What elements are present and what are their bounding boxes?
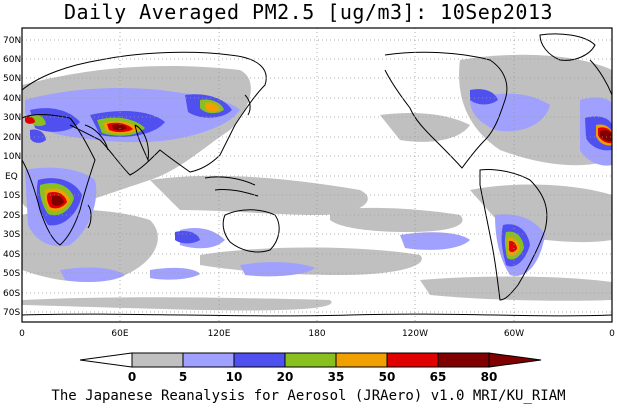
lat-label: 20S xyxy=(3,211,20,221)
colorbar-tick-label: 35 xyxy=(328,370,345,384)
lat-label: 50N xyxy=(3,74,21,84)
lon-label: 0 xyxy=(609,329,615,339)
colorbar-tick-label: 50 xyxy=(379,370,396,384)
darkred-band-layer xyxy=(52,124,612,206)
colorbar-segment xyxy=(335,352,388,368)
eurasia-outline xyxy=(21,51,267,176)
lat-label: 60N xyxy=(3,55,21,65)
lat-label: 10N xyxy=(3,152,21,162)
colorbar-segment xyxy=(386,352,439,368)
colorbar-tick-label: 5 xyxy=(179,370,187,384)
lat-label: EQ xyxy=(5,172,18,182)
map-area xyxy=(21,27,613,323)
australia-outline xyxy=(222,209,280,253)
footer-credit: The Japanese Reanalysis for Aerosol (JRA… xyxy=(51,388,566,404)
greenland-outline xyxy=(539,33,596,61)
map-frame xyxy=(21,27,613,323)
gridlines xyxy=(22,28,612,322)
colorbar-segment xyxy=(131,352,184,368)
lat-label: 40N xyxy=(3,94,21,104)
latitude-labels: 70N 60N 50N 40N 30N 20N 10N EQ 10S 20S 3… xyxy=(3,36,21,318)
colorbar: 0 5 10 20 35 50 65 80 xyxy=(79,352,542,384)
colorbar-segment xyxy=(233,352,286,368)
lon-label: 0 xyxy=(19,329,25,339)
antarctica-outline xyxy=(21,313,613,317)
colorbar-segment xyxy=(437,352,490,368)
africa-outline xyxy=(21,114,96,246)
lat-label: 20N xyxy=(3,133,21,143)
lon-label: 60W xyxy=(504,329,524,339)
lat-label: 70N xyxy=(3,36,21,46)
colorbar-segment xyxy=(79,352,133,368)
map-title: Daily Averaged PM2.5 [ug/m3]: 10Sep2013 xyxy=(63,0,554,24)
lat-label: 30S xyxy=(3,230,20,240)
colorbar-tick-label: 80 xyxy=(481,370,498,384)
coastline-layer xyxy=(21,33,613,317)
lon-label: 120E xyxy=(208,329,231,339)
madagascar-outline xyxy=(87,204,92,229)
lat-label: 40S xyxy=(3,250,20,260)
arabia-outline xyxy=(84,124,109,151)
colorbar-segment xyxy=(284,352,337,368)
south-america-outline xyxy=(479,169,548,301)
lat-label: 10S xyxy=(3,191,20,201)
lon-label: 60E xyxy=(111,329,128,339)
north-america-outline xyxy=(384,51,508,169)
lat-label: 70S xyxy=(3,308,20,318)
lon-label: 120W xyxy=(402,329,428,339)
colorbar-segment xyxy=(488,352,542,368)
colorbar-tick-label: 10 xyxy=(226,370,243,384)
europe-east-outline xyxy=(589,59,613,96)
lon-label: 180 xyxy=(308,329,325,339)
colorbar-tick-label: 0 xyxy=(128,370,136,384)
colorbar-tick-label: 20 xyxy=(277,370,294,384)
lat-label: 60S xyxy=(3,289,20,299)
colorbar-segment xyxy=(182,352,235,368)
lat-label: 50S xyxy=(3,269,20,279)
japan-outline xyxy=(244,94,251,116)
lat-label: 30N xyxy=(3,113,21,123)
colorbar-tick-label: 65 xyxy=(430,370,447,384)
longitude-labels: 0 60E 120E 180 120W 60W 0 xyxy=(19,329,615,339)
